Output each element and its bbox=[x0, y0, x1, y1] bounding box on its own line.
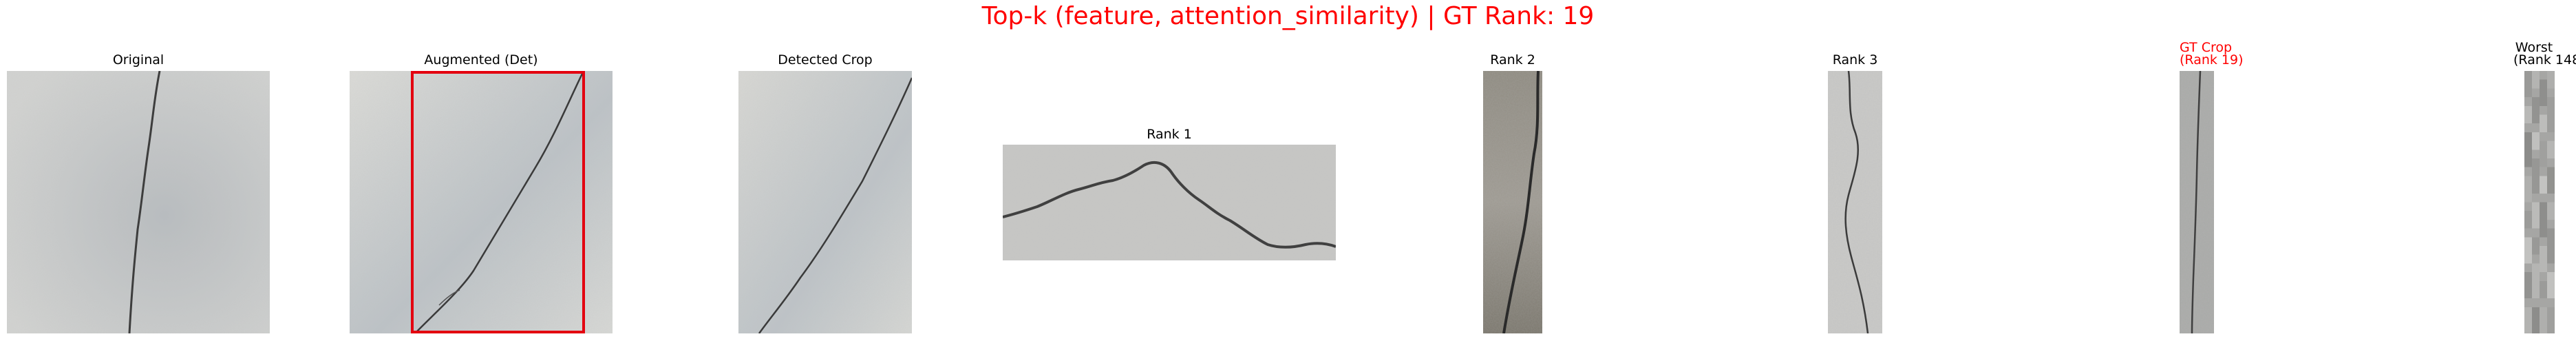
panel-title-gt-crop-line1: GT Crop bbox=[2180, 40, 2233, 55]
worst-image bbox=[2524, 71, 2555, 333]
rank-1-image bbox=[1003, 145, 1336, 260]
augmented-image bbox=[350, 71, 613, 333]
panel-title-rank-3: Rank 3 bbox=[1832, 52, 1878, 68]
panel-title-worst-line1: Worst bbox=[2515, 40, 2553, 55]
original-image bbox=[7, 71, 270, 333]
detected-crop-image bbox=[738, 71, 912, 333]
panel-title-augmented: Augmented (Det) bbox=[424, 52, 538, 68]
panel-title-original: Original bbox=[112, 52, 164, 68]
gt-crop-image bbox=[2180, 71, 2214, 333]
panel-title-worst-line2: (Rank 148) bbox=[2513, 52, 2576, 68]
rank-3-image bbox=[1828, 71, 1882, 333]
detection-bbox bbox=[411, 71, 585, 333]
panel-title-rank-1: Rank 1 bbox=[1147, 127, 1192, 142]
panel-title-detected-crop: Detected Crop bbox=[778, 52, 873, 68]
rank-2-image bbox=[1483, 71, 1542, 333]
panel-title-gt-crop-line2: (Rank 19) bbox=[2180, 52, 2244, 68]
figure-suptitle: Top-k (feature, attention_similarity) | … bbox=[981, 2, 1595, 30]
panel-title-rank-2: Rank 2 bbox=[1490, 52, 1535, 68]
